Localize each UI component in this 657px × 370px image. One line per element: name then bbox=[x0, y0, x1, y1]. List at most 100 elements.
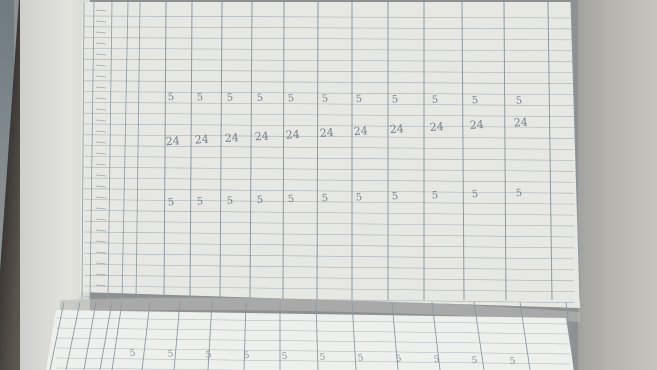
handwritten-entry: 5 bbox=[391, 94, 398, 105]
handwritten-entry: 5 bbox=[395, 354, 402, 365]
header-text-mark bbox=[95, 174, 107, 177]
handwritten-entry: 5 bbox=[196, 196, 203, 207]
handwritten-entry: 5 bbox=[509, 356, 516, 367]
handwritten-entry: 5 bbox=[515, 95, 522, 106]
upper-row-rule bbox=[83, 285, 575, 293]
handwritten-entry: 24 bbox=[513, 116, 528, 130]
handwritten-entry: 5 bbox=[196, 92, 203, 103]
lower-column-line bbox=[173, 301, 181, 370]
header-text-mark bbox=[95, 152, 107, 155]
header-text-mark bbox=[95, 20, 107, 23]
handwritten-entry: 5 bbox=[256, 195, 263, 206]
upper-column-line bbox=[89, 1, 95, 301]
upper-row-rule bbox=[83, 48, 575, 52]
upper-row-rule bbox=[83, 15, 575, 19]
upper-row-rule bbox=[83, 253, 575, 260]
lower-column-line bbox=[351, 301, 357, 370]
header-text-mark bbox=[95, 229, 107, 232]
header-text-mark bbox=[95, 273, 107, 276]
lower-column-line bbox=[49, 301, 65, 370]
header-text-mark bbox=[95, 251, 107, 254]
lower-column-line bbox=[65, 301, 81, 370]
handwritten-entry: 5 bbox=[243, 351, 250, 362]
upper-row-rule bbox=[83, 134, 575, 139]
header-text-mark bbox=[95, 64, 107, 67]
upper-row-rule bbox=[83, 112, 575, 117]
header-text-mark bbox=[95, 97, 107, 100]
handwritten-entry: 5 bbox=[205, 350, 212, 361]
lower-column-line bbox=[83, 301, 97, 370]
header-text-mark bbox=[95, 185, 107, 188]
handwritten-entry: 24 bbox=[165, 134, 180, 148]
handwritten-entry: 24 bbox=[194, 133, 209, 147]
upper-row-rule bbox=[83, 80, 575, 84]
header-text-mark bbox=[95, 141, 107, 144]
header-text-mark bbox=[95, 130, 107, 133]
handwritten-entry: 24 bbox=[319, 126, 334, 140]
upper-row-rule bbox=[83, 210, 575, 216]
handwritten-entry: 24 bbox=[254, 129, 269, 143]
handwritten-entry: 24 bbox=[224, 131, 239, 145]
upper-row-rule bbox=[83, 242, 575, 249]
lower-column-line bbox=[473, 301, 485, 370]
handwritten-entry: 24 bbox=[389, 122, 404, 136]
upper-row-rule bbox=[83, 58, 575, 63]
lower-column-line bbox=[431, 301, 441, 370]
upper-column-line bbox=[547, 1, 553, 301]
header-text-mark bbox=[95, 31, 107, 34]
handwritten-entry: 24 bbox=[469, 118, 484, 132]
handwritten-entry: 5 bbox=[287, 93, 294, 104]
upper-row-rule bbox=[83, 188, 575, 194]
handwritten-entry: 24 bbox=[353, 124, 368, 138]
upper-column-line bbox=[81, 1, 85, 301]
upper-row-rule bbox=[83, 264, 575, 271]
upper-page-entries: 5 5 5 5 5 5 5 5 5 5 5 24 24 24 24 24 24 24 24 24 24 24 5 5 5 5 5 5 5… bbox=[165, 92, 528, 209]
handwritten-entry: 5 bbox=[129, 348, 136, 359]
upper-row-rule bbox=[83, 166, 575, 172]
header-text-mark bbox=[95, 196, 107, 199]
handwritten-entry: 5 bbox=[321, 93, 328, 104]
lower-row-rule bbox=[55, 357, 571, 365]
lower-row-rule bbox=[55, 317, 571, 325]
header-text-mark bbox=[95, 262, 107, 265]
header-text-mark bbox=[95, 42, 107, 45]
lower-column-line bbox=[141, 301, 151, 370]
handwritten-entry: 5 bbox=[471, 95, 478, 106]
lower-page-entries: 5 5 5 5 5 5 5 5 5 5 5 bbox=[129, 348, 516, 367]
upper-column-line bbox=[121, 1, 129, 301]
upper-column-line bbox=[570, 1, 581, 301]
lower-column-line bbox=[391, 301, 399, 370]
handwritten-entry: 5 bbox=[321, 193, 328, 204]
header-text-mark bbox=[95, 240, 107, 243]
upper-column-line bbox=[503, 1, 507, 301]
handwritten-entry: 5 bbox=[167, 92, 174, 103]
handwritten-entry: 5 bbox=[256, 93, 263, 104]
upper-row-rule bbox=[83, 231, 575, 238]
header-text-mark bbox=[95, 75, 107, 78]
handwritten-entry: 5 bbox=[287, 194, 294, 205]
upper-page-grid bbox=[81, 1, 581, 303]
header-text-mark bbox=[95, 284, 107, 287]
handwritten-entry: 5 bbox=[167, 349, 174, 360]
lower-row-rule bbox=[55, 367, 249, 370]
upper-column-line bbox=[219, 1, 223, 301]
header-text-mark bbox=[95, 163, 107, 166]
header-text-mark bbox=[95, 218, 107, 221]
handwritten-entry: 5 bbox=[515, 188, 522, 199]
handwritten-entry: 5 bbox=[226, 196, 233, 207]
header-text-mark bbox=[95, 207, 107, 210]
handwritten-entry: 5 bbox=[167, 197, 174, 208]
upper-row-rule bbox=[83, 91, 575, 95]
lower-row-rule bbox=[55, 337, 571, 345]
upper-row-rule bbox=[83, 156, 575, 161]
header-text-mark bbox=[95, 86, 107, 89]
handwritten-entry: 5 bbox=[355, 94, 362, 105]
lower-row-rule bbox=[55, 347, 571, 355]
upper-column-line bbox=[461, 1, 465, 301]
lower-column-line bbox=[243, 301, 247, 370]
handwritten-entry: 5 bbox=[357, 353, 364, 364]
lower-column-line bbox=[207, 301, 213, 370]
upper-row-rule bbox=[83, 274, 575, 282]
background-floor-right bbox=[578, 0, 657, 370]
